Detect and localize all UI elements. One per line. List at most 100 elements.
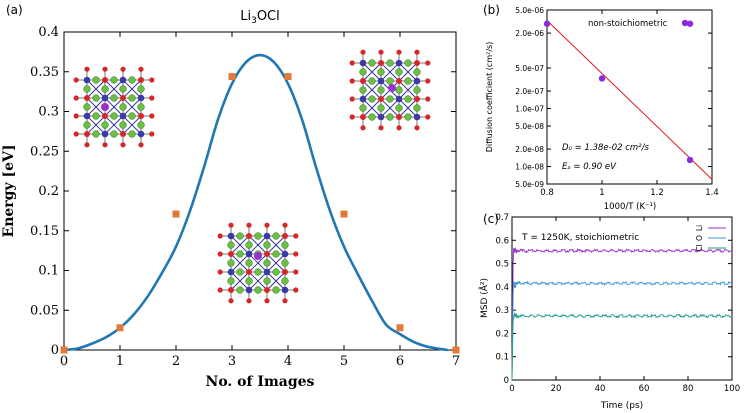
lithium-atom bbox=[227, 241, 235, 249]
lithium-atom bbox=[413, 68, 421, 76]
oxygen-atom bbox=[228, 251, 234, 257]
oxygen-atom bbox=[414, 60, 420, 66]
chlorine-atom bbox=[263, 232, 271, 240]
oxygen-atom bbox=[120, 131, 126, 137]
lithium-atom bbox=[386, 59, 394, 67]
bond bbox=[380, 62, 400, 82]
lithium-atom bbox=[272, 250, 280, 258]
panel-c: (c) 0 20 40 60 80 100 0 0.1 0.2 0.3 0.4 0.5 0.6 0.7 T… bbox=[478, 212, 740, 411]
lithium-atom bbox=[404, 77, 412, 85]
diffusion-point bbox=[686, 20, 694, 27]
msd-line-cl bbox=[511, 312, 733, 381]
image-point-marker bbox=[284, 73, 292, 81]
oxygen-atom bbox=[149, 77, 155, 83]
migrating-atom bbox=[254, 252, 262, 260]
chlorine-atom bbox=[83, 76, 91, 84]
lithium-atom bbox=[263, 277, 271, 285]
chlorine-atom bbox=[119, 76, 127, 84]
arrhenius-fit-line bbox=[546, 20, 713, 180]
bond bbox=[230, 271, 250, 291]
bond bbox=[86, 79, 106, 99]
structure-initial bbox=[73, 66, 155, 148]
x-tick-label: 1.4 bbox=[705, 188, 719, 198]
oxygen-atom bbox=[293, 287, 299, 293]
x-tick-label: 0.8 bbox=[540, 188, 554, 198]
y-tick-label: 0.6 bbox=[495, 236, 509, 246]
lithium-atom bbox=[137, 121, 145, 129]
oxygen-atom bbox=[264, 222, 270, 228]
lithium-atom bbox=[413, 86, 421, 94]
diffusion-point bbox=[543, 20, 551, 27]
lithium-atom bbox=[359, 68, 367, 76]
legend-label-o: O bbox=[695, 235, 704, 241]
image-point-marker bbox=[396, 324, 404, 332]
lithium-atom bbox=[281, 259, 289, 267]
lithium-atom bbox=[128, 130, 136, 138]
oxygen-atom bbox=[414, 49, 420, 55]
lithium-atom bbox=[83, 85, 91, 93]
lithium-atom bbox=[128, 94, 136, 102]
chlorine-atom bbox=[359, 95, 367, 103]
chlorine-atom bbox=[377, 113, 385, 121]
lithium-atom bbox=[119, 121, 127, 129]
oxygen-atom bbox=[414, 96, 420, 102]
oxygen-atom bbox=[138, 66, 144, 72]
oxygen-atom bbox=[73, 77, 79, 83]
lithium-atom bbox=[236, 286, 244, 294]
panel-a-label: (a) bbox=[6, 3, 23, 17]
bond bbox=[230, 235, 250, 255]
oxygen-atom bbox=[149, 113, 155, 119]
lithium-atom bbox=[395, 86, 403, 94]
lithium-atom bbox=[263, 259, 271, 267]
oxygen-atom bbox=[102, 113, 108, 119]
oxygen-atom bbox=[293, 233, 299, 239]
oxygen-atom bbox=[378, 49, 384, 55]
oxygen-atom bbox=[378, 96, 384, 102]
oxygen-atom bbox=[293, 269, 299, 275]
oxygen-atom bbox=[425, 60, 431, 66]
structure-final bbox=[217, 222, 299, 304]
bond bbox=[248, 271, 268, 291]
lithium-atom bbox=[404, 59, 412, 67]
y-tick-label: 5.0e-06 bbox=[515, 6, 544, 15]
legend-label-cl: Cl bbox=[695, 244, 704, 251]
oxygen-atom bbox=[349, 114, 355, 120]
oxygen-atom bbox=[217, 269, 223, 275]
oxygen-atom bbox=[282, 222, 288, 228]
panel-c-xlabel: Time (ps) bbox=[600, 401, 643, 411]
x-tick-label: 2 bbox=[172, 354, 180, 369]
bond bbox=[104, 115, 124, 135]
y-tick-label: 0.1 bbox=[495, 353, 509, 363]
lithium-atom bbox=[245, 241, 253, 249]
panel-b-ylabel: Diffusion coefficient (cm²/s) bbox=[485, 42, 494, 153]
migrating-atom bbox=[101, 103, 109, 111]
lithium-atom bbox=[272, 286, 280, 294]
lithium-atom bbox=[92, 112, 100, 120]
panel-b: (b) 0.8 1 1.2 1.4 5.0e-06 2.0e-06 5.0e-07 2.0e-… bbox=[483, 3, 719, 212]
image-point-marker bbox=[340, 210, 348, 218]
chlorine-atom bbox=[101, 94, 109, 102]
lithium-atom bbox=[227, 259, 235, 267]
oxygen-atom bbox=[282, 298, 288, 304]
bond bbox=[86, 115, 106, 135]
y-tick-label: 1.0e-07 bbox=[515, 105, 544, 114]
bond bbox=[230, 253, 250, 273]
oxygen-atom bbox=[396, 125, 402, 131]
oxygen-atom bbox=[425, 114, 431, 120]
oxygen-atom bbox=[84, 131, 90, 137]
chlorine-atom bbox=[281, 286, 289, 294]
x-tick-label: 0 bbox=[60, 354, 68, 369]
oxygen-atom bbox=[246, 233, 252, 239]
oxygen-atom bbox=[246, 222, 252, 228]
chlorine-atom bbox=[377, 77, 385, 85]
x-tick-label: 40 bbox=[595, 384, 606, 394]
lithium-atom bbox=[83, 103, 91, 111]
structure-saddle bbox=[349, 49, 431, 131]
panel-c-legend: Li O Cl bbox=[695, 225, 726, 252]
chlorine-atom bbox=[227, 268, 235, 276]
bond bbox=[122, 115, 142, 135]
oxygen-atom bbox=[73, 113, 79, 119]
oxygen-atom bbox=[228, 298, 234, 304]
x-tick-label: 1 bbox=[116, 354, 124, 369]
